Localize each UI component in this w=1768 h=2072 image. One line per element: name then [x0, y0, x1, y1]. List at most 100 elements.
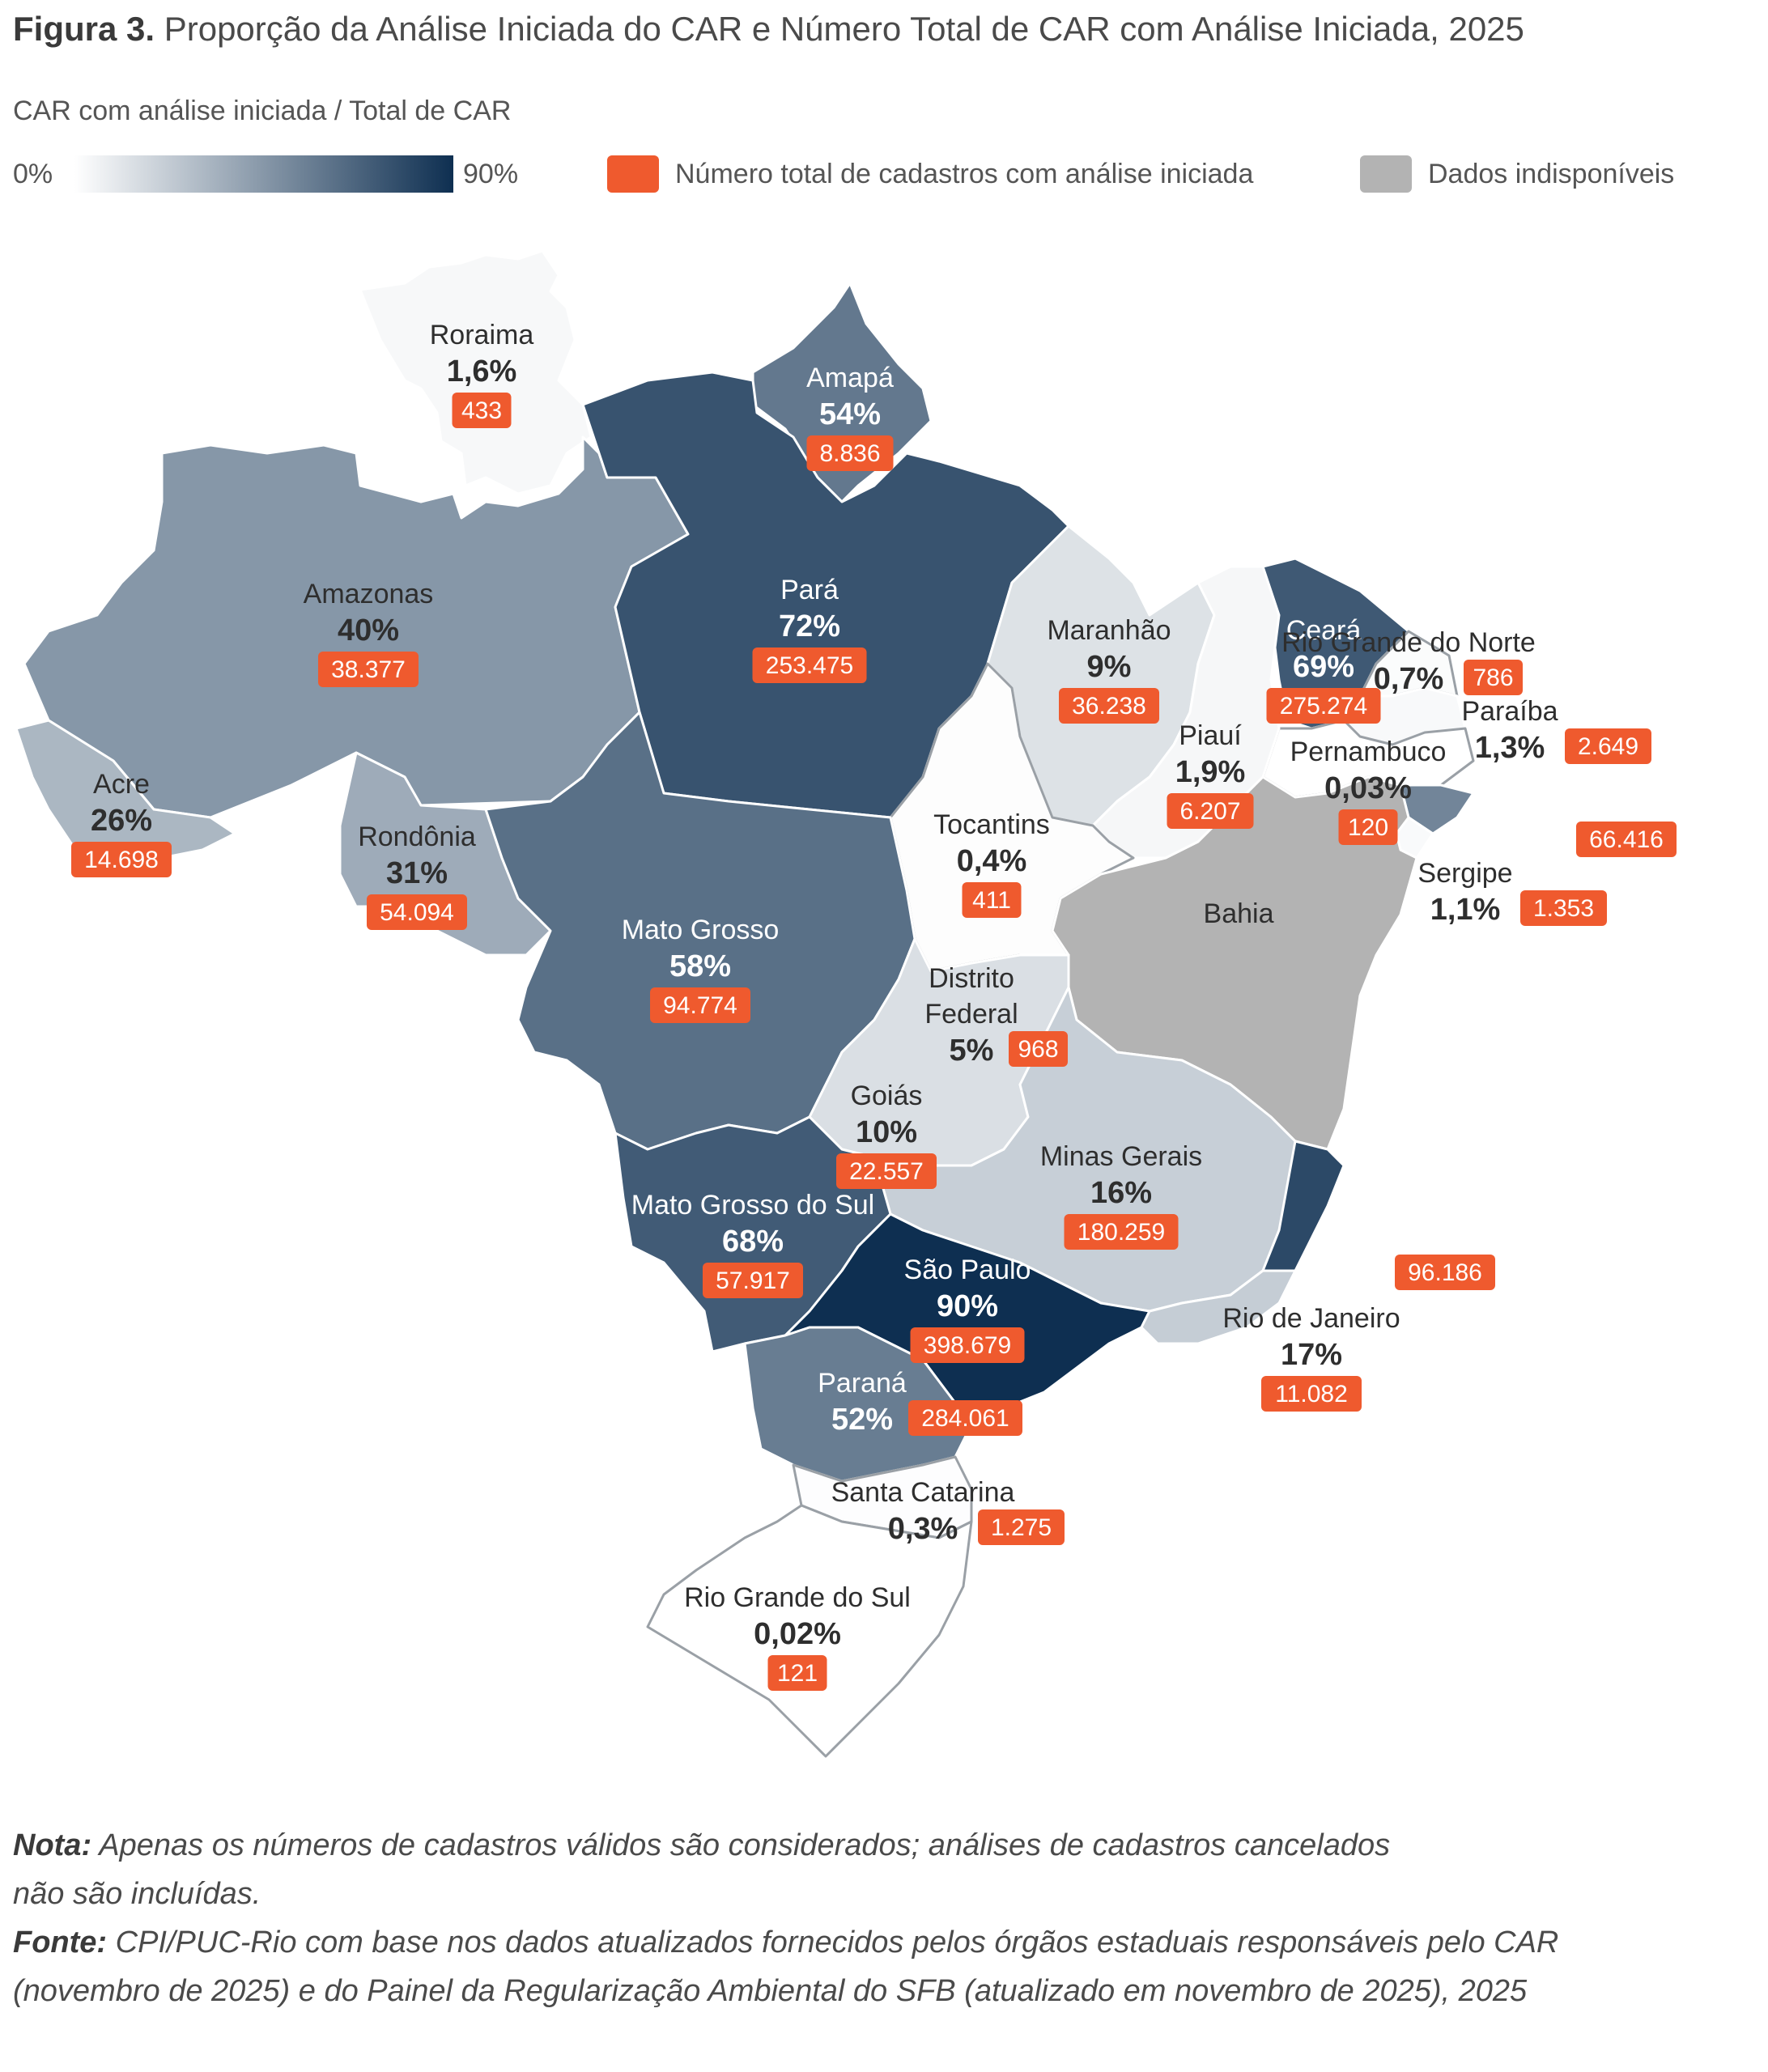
- label-para: Pará 72% 253.475: [752, 575, 867, 683]
- count-text-rondonia: 54.094: [380, 899, 454, 926]
- state-name-para: Pará: [780, 575, 839, 605]
- label-sergipe: Sergipe 1,1% 1.353: [1417, 858, 1607, 927]
- count-text-roraima: 433: [461, 397, 502, 424]
- state-name-ceara: Ceará: [1286, 615, 1362, 646]
- label-santa-catarina: Santa Catarina 0,3% 1.275: [831, 1477, 1065, 1546]
- label-pernambuco: Pernambuco 0,03% 120: [1290, 737, 1447, 845]
- state-name-mato-grosso: Mato Grosso: [622, 915, 780, 945]
- legend-na-swatch: [1360, 155, 1412, 193]
- figure-title-text: Proporção da Análise Iniciada do CAR e N…: [164, 10, 1524, 48]
- count-text-rio-grande-do-sul: 121: [777, 1660, 818, 1687]
- notes-block: Nota: Apenas os números de cadastros vál…: [13, 1821, 1753, 2015]
- label-alagoas: Alagoas 48% 66.416: [1481, 789, 1677, 858]
- legend-scale-label: CAR com análise iniciada / Total de CAR: [13, 96, 512, 126]
- state-name-rio-grande-do-sul: Rio Grande do Sul: [684, 1582, 911, 1613]
- count-badge-sergipe: [1520, 890, 1607, 926]
- legend-count-swatch: [607, 155, 659, 193]
- count-badge-paraiba: [1565, 728, 1651, 764]
- count-badge-roraima: [452, 393, 512, 428]
- count-badge-para: [752, 648, 867, 683]
- label-parana: Paraná 52% 284.061: [818, 1368, 1022, 1437]
- count-badge-pernambuco: [1338, 809, 1398, 845]
- state-name-pernambuco: Pernambuco: [1290, 737, 1447, 767]
- state-pct-maranhao: 9%: [1087, 650, 1132, 684]
- state-pct-minas-gerais: 16%: [1090, 1176, 1152, 1210]
- state-roraima: [359, 249, 593, 495]
- state-name-minas-gerais: Minas Gerais: [1040, 1141, 1202, 1172]
- state-pct-sergipe: 1,1%: [1430, 893, 1501, 927]
- count-text-parana: 284.061: [921, 1405, 1009, 1432]
- count-badge-alagoas: [1576, 822, 1677, 857]
- state-name-distrito-federal: Federal: [924, 999, 1018, 1030]
- label-espirito-santo: Espírito Santo 77% 96.186: [1358, 1182, 1532, 1290]
- count-badge-rio-grande-do-sul: [767, 1655, 827, 1691]
- state-espirito-santo: [1261, 1140, 1345, 1272]
- state-name-sergipe: Sergipe: [1417, 858, 1512, 889]
- state-name-piaui: Piauí: [1179, 720, 1242, 751]
- count-badge-rio-de-janeiro: [1261, 1376, 1362, 1412]
- state-parana: [743, 1326, 973, 1483]
- count-badge-amapa: [806, 435, 894, 471]
- state-name-paraiba: Paraíba: [1461, 696, 1558, 727]
- label-mato-grosso-do-sul: Mato Grosso do Sul 68% 57.917: [631, 1190, 874, 1298]
- state-rio-grande-do-sul: [646, 1504, 973, 1758]
- label-sao-paulo: São Paulo 90% 398.679: [904, 1255, 1031, 1363]
- state-acre: [15, 719, 236, 876]
- state-pct-rondonia: 31%: [386, 856, 448, 890]
- state-name-goias: Goiás: [851, 1081, 923, 1111]
- figure-label: Figura 3.: [13, 10, 155, 48]
- state-pct-pernambuco: 0,03%: [1324, 771, 1412, 805]
- count-text-goias: 22.557: [849, 1158, 924, 1185]
- count-badge-mato-grosso-do-sul: [703, 1263, 803, 1298]
- state-name-bahia: Bahia: [1204, 898, 1274, 929]
- count-badge-maranhao: [1059, 688, 1159, 724]
- count-text-sao-paulo: 398.679: [924, 1332, 1011, 1359]
- count-badge-espirito-santo: [1395, 1255, 1495, 1290]
- state-name-sao-paulo: São Paulo: [904, 1255, 1031, 1285]
- legend-min: 0%: [13, 159, 53, 189]
- state-pct-acre: 26%: [91, 804, 152, 838]
- state-pct-espirito-santo: 77%: [1414, 1216, 1476, 1250]
- count-badge-parana: [908, 1400, 1022, 1436]
- state-name-tocantins: Tocantins: [933, 809, 1050, 840]
- count-badge-tocantins: [962, 882, 1022, 918]
- count-text-espirito-santo: 96.186: [1408, 1259, 1482, 1286]
- state-name-amazonas: Amazonas: [304, 579, 434, 609]
- state-name-amapa: Amapá: [806, 363, 894, 393]
- count-badge-mato-grosso: [650, 987, 750, 1023]
- state-pct-parana: 52%: [831, 1403, 893, 1437]
- count-text-mato-grosso: 94.774: [663, 992, 737, 1019]
- figure-title: Figura 3. Proporção da Análise Iniciada …: [13, 10, 1524, 49]
- count-text-rio-de-janeiro: 11.082: [1275, 1381, 1348, 1408]
- state-pct-rio-de-janeiro: 17%: [1281, 1338, 1342, 1372]
- count-text-ceara: 275.274: [1280, 693, 1367, 720]
- state-pct-rio-grande-do-norte: 0,7%: [1374, 662, 1444, 696]
- brazil-map: Roraima 1,6% 433 Amapá 54% 8.836 Amazonas 40% 38…: [15, 249, 1677, 1758]
- count-text-santa-catarina: 1.275: [991, 1514, 1052, 1541]
- label-rio-grande-do-norte: Rio Grande do Norte 0,7% 786: [1281, 627, 1536, 696]
- state-name-parana: Paraná: [818, 1368, 907, 1399]
- count-badge-minas-gerais: [1064, 1214, 1179, 1250]
- state-name-rio-grande-do-norte: Rio Grande do Norte: [1281, 627, 1536, 658]
- state-pct-goias: 10%: [856, 1115, 917, 1149]
- state-piaui: [1091, 565, 1281, 860]
- label-amapa: Amapá 54% 8.836: [806, 363, 894, 471]
- state-pct-ceara: 69%: [1293, 650, 1354, 684]
- state-pct-amapa: 54%: [819, 397, 881, 431]
- count-badge-distrito-federal: [1009, 1031, 1068, 1067]
- count-text-amapa: 8.836: [819, 440, 880, 467]
- count-badge-acre: [71, 842, 172, 877]
- count-text-rio-grande-do-norte: 786: [1473, 664, 1513, 691]
- label-maranhao: Maranhão 9% 36.238: [1047, 615, 1171, 724]
- state-pct-rio-grande-do-sul: 0,02%: [754, 1617, 841, 1651]
- fonte-line-2: (novembro de 2025) e do Painel da Regula…: [13, 1974, 1528, 2008]
- count-text-tocantins: 411: [972, 887, 1011, 914]
- state-name-maranhao: Maranhão: [1047, 615, 1171, 646]
- count-badge-santa-catarina: [978, 1509, 1065, 1545]
- label-ceara: Ceará 69% 275.274: [1266, 615, 1381, 724]
- count-text-sergipe: 1.353: [1533, 895, 1594, 922]
- fonte-label: Fonte:: [13, 1926, 108, 1959]
- label-roraima: Roraima 1,6% 433: [430, 320, 533, 428]
- nota-text-1: Apenas os números de cadastros válidos s…: [99, 1828, 1391, 1862]
- nota-line-2: não são incluídas.: [13, 1877, 261, 1911]
